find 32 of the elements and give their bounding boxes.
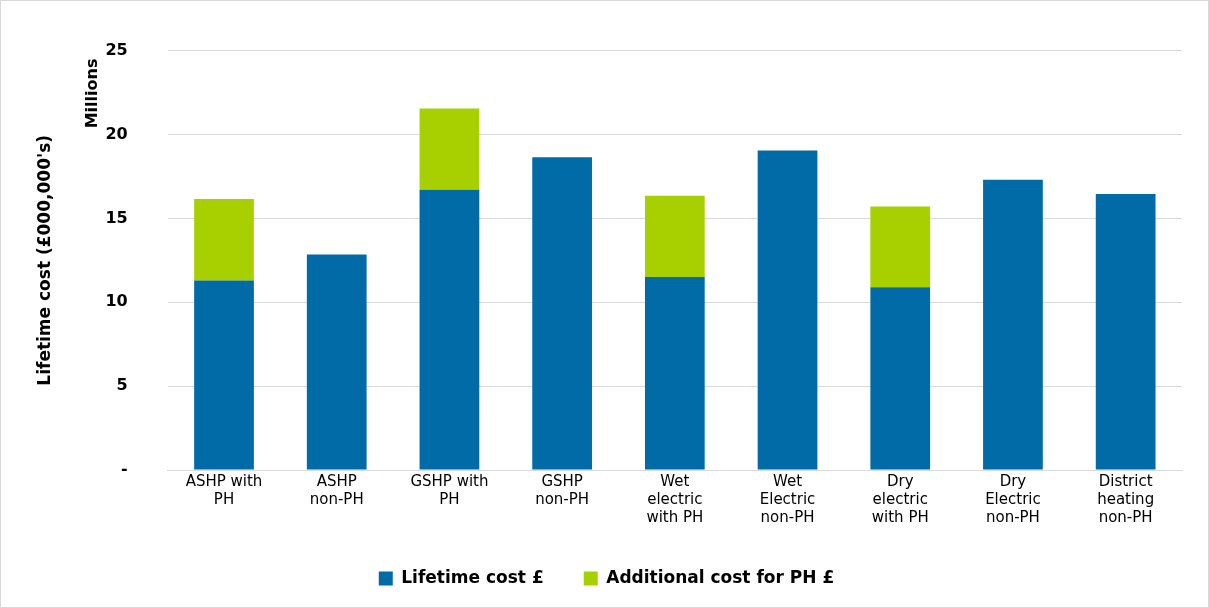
bar [870,287,931,470]
bar [194,280,254,470]
bar [306,254,367,470]
bar [870,206,931,288]
y-tick-label: 5 [116,375,128,395]
bar [1095,194,1156,470]
x-tick-label: Wet Electric non-PH [759,471,816,526]
x-tick-label: ASHP non-PH [309,471,364,508]
y-tick-label: 25 [105,39,128,59]
bar [419,108,480,190]
bar [532,157,592,470]
bar [194,199,254,281]
bar [644,195,705,278]
bar [983,179,1043,470]
bar [644,277,705,470]
x-tick-label: Dry electric with PH [871,471,929,526]
text: Millions [81,58,101,129]
x-tick-label: Wet electric with PH [646,471,704,526]
y-tick-label: 15 [105,207,128,227]
x-tick-label: ASHP with PH [185,471,263,508]
bar [419,189,480,470]
y-axis-title: Lifetime cost (£000,000's) [33,134,54,386]
y-tick-label: - [121,459,128,479]
y-tick-label: 20 [105,123,128,143]
x-tick-label: Dry Electric non-PH [985,471,1041,526]
x-tick-label: GSHP non-PH [535,471,590,508]
legend-label: Lifetime cost £ [401,566,544,587]
y-tick-label: 10 [105,291,128,311]
legend-label: Additional cost for PH £ [606,566,835,587]
x-tick-label: District heating non-PH [1097,471,1155,526]
bar [757,150,818,470]
x-tick-label: GSHP with PH [410,471,489,508]
